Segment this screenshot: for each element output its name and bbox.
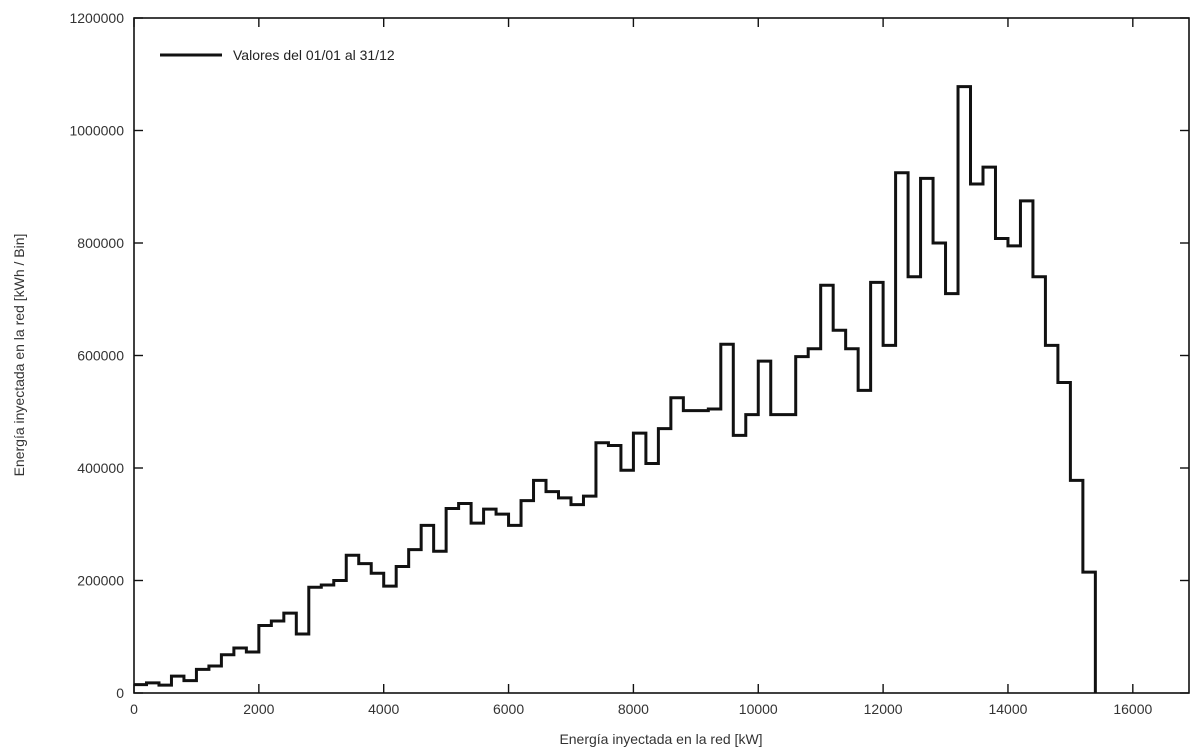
y-tick-label: 400000 bbox=[77, 460, 124, 476]
x-tick-label: 4000 bbox=[368, 701, 399, 717]
y-tick-label: 800000 bbox=[77, 235, 124, 251]
x-tick-label: 0 bbox=[130, 701, 138, 717]
legend-entry: Valores del 01/01 al 31/12 bbox=[233, 47, 395, 63]
series-line bbox=[134, 85, 1097, 693]
x-tick-label: 8000 bbox=[618, 701, 649, 717]
y-axis-label: Energía inyectada en la red [kWh / Bin] bbox=[11, 234, 27, 477]
x-tick-label: 2000 bbox=[243, 701, 274, 717]
y-tick-label: 1000000 bbox=[69, 123, 124, 139]
x-axis-label: Energía inyectada en la red [kW] bbox=[559, 731, 762, 747]
tick-labels: 0 2000 4000 6000 8000 10000 12000 14000 16000 0 20… bbox=[69, 10, 1152, 717]
axis-ticks bbox=[133, 17, 1189, 694]
legend: Valores del 01/01 al 31/12 bbox=[160, 47, 395, 63]
y-tick-label: 1200000 bbox=[69, 10, 124, 26]
x-tick-label: 12000 bbox=[864, 701, 903, 717]
x-tick-label: 14000 bbox=[988, 701, 1027, 717]
x-tick-label: 6000 bbox=[493, 701, 524, 717]
y-tick-label: 600000 bbox=[77, 348, 124, 364]
x-tick-label: 16000 bbox=[1113, 701, 1152, 717]
x-tick-label: 10000 bbox=[739, 701, 778, 717]
y-tick-label: 200000 bbox=[77, 573, 124, 589]
y-tick-label: 0 bbox=[116, 685, 124, 701]
plot-frame bbox=[133, 17, 1190, 694]
